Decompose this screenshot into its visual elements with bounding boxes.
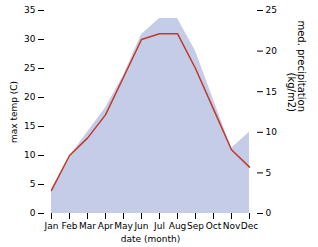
- svg-text:10: 10: [24, 150, 36, 160]
- svg-text:0: 0: [30, 208, 36, 218]
- svg-text:0: 0: [266, 208, 272, 218]
- svg-text:25: 25: [266, 5, 277, 15]
- svg-text:med. precipitation(kg/m2): med. precipitation(kg/m2): [286, 20, 307, 112]
- svg-text:5: 5: [266, 168, 272, 178]
- svg-text:35: 35: [24, 5, 35, 15]
- svg-text:date (month): date (month): [121, 234, 180, 244]
- svg-text:Jan: Jan: [44, 221, 59, 231]
- svg-text:Nov: Nov: [223, 221, 241, 231]
- svg-text:Aug: Aug: [169, 221, 187, 231]
- svg-text:Dec: Dec: [241, 221, 258, 231]
- svg-text:Feb: Feb: [62, 221, 78, 231]
- svg-text:15: 15: [24, 121, 35, 131]
- svg-text:May: May: [114, 221, 133, 231]
- svg-text:Apr: Apr: [98, 221, 114, 231]
- svg-text:10: 10: [266, 127, 278, 137]
- svg-text:Jul: Jul: [153, 221, 165, 231]
- svg-text:Mar: Mar: [79, 221, 96, 231]
- svg-text:Jun: Jun: [133, 221, 148, 231]
- svg-text:30: 30: [24, 34, 36, 44]
- svg-text:15: 15: [266, 87, 277, 97]
- svg-text:20: 20: [266, 46, 278, 56]
- svg-text:20: 20: [24, 92, 36, 102]
- svg-text:max temp (C): max temp (C): [9, 81, 19, 143]
- svg-text:25: 25: [24, 63, 35, 73]
- svg-text:Oct: Oct: [206, 221, 222, 231]
- svg-text:Sep: Sep: [187, 221, 204, 231]
- svg-text:5: 5: [30, 179, 36, 189]
